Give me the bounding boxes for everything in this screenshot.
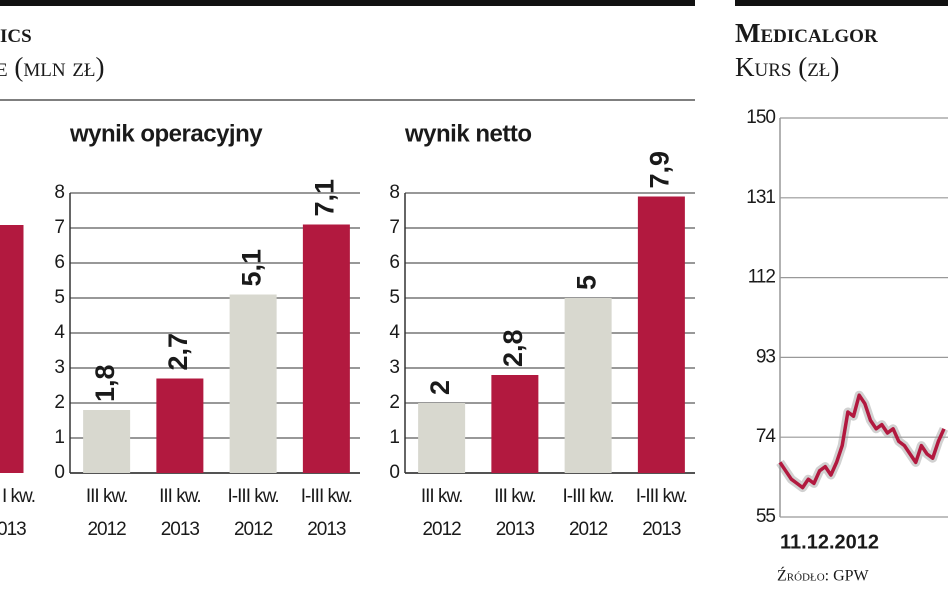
value-label: 7,1: [310, 179, 340, 217]
y-tick-label: 74: [756, 426, 777, 447]
y-tick-label: 1: [54, 427, 64, 448]
bar: [156, 378, 204, 473]
x-tick-label: 2013: [161, 519, 200, 540]
value-label: 1,8: [90, 364, 120, 402]
y-tick-label: 8: [54, 182, 64, 203]
chart-title: ics: [0, 18, 32, 48]
x-tick-label: I-III kw.: [563, 486, 614, 507]
x-tick-label: III kw.: [421, 486, 463, 507]
value-label: 5,1: [236, 249, 266, 287]
bar: [637, 196, 685, 473]
line-shadow: [776, 390, 948, 493]
x-tick-label: III kw.: [159, 486, 201, 507]
x-tick-label: I-III kw.: [228, 486, 279, 507]
y-tick-label: 4: [54, 322, 65, 343]
top-rule: [0, 0, 695, 6]
value-label: 5: [571, 275, 601, 290]
x-tick-label: 2012: [234, 519, 273, 540]
chart-subtitle: Kurs (zł): [735, 52, 839, 82]
chart-title: Medicalgor: [735, 18, 878, 48]
y-tick-label: 112: [748, 267, 776, 288]
y-tick-label: 2: [54, 392, 64, 413]
x-tick-label: I kw.: [2, 486, 35, 507]
chart-subtitle: e (mln zł): [0, 52, 105, 82]
x-tick-label: 2012: [87, 519, 126, 540]
y-tick-label: 93: [756, 346, 776, 367]
x-tick-label: 2013: [307, 519, 346, 540]
value-label: 2: [425, 380, 455, 395]
chart-title: wynik netto: [404, 120, 532, 147]
bar: [0, 225, 24, 473]
y-tick-label: 7: [54, 217, 64, 238]
y-tick-label: 55: [756, 506, 776, 527]
source-note: Źródło: GPW: [777, 566, 870, 585]
bar: [229, 294, 277, 473]
y-tick-label: 4: [389, 322, 400, 343]
y-tick-label: 1: [389, 427, 399, 448]
value-label: 2,8: [498, 329, 528, 367]
y-tick-label: 131: [746, 187, 775, 208]
y-tick-label: 150: [746, 107, 775, 128]
chart-title: wynik operacyjny: [69, 120, 263, 147]
x-tick-label: 11.12.2012: [780, 531, 879, 553]
y-tick-label: 6: [54, 252, 64, 273]
x-tick-label: 013: [0, 519, 26, 540]
x-tick-label: 2012: [422, 519, 461, 540]
y-tick-label: 0: [54, 462, 64, 483]
y-tick-label: 8: [389, 182, 399, 203]
bar: [302, 224, 350, 473]
x-tick-label: III kw.: [494, 486, 536, 507]
x-tick-label: III kw.: [86, 486, 128, 507]
line: [778, 393, 946, 490]
bar: [83, 410, 131, 473]
x-tick-label: I-III kw.: [301, 486, 352, 507]
y-tick-label: 5: [389, 287, 399, 308]
x-tick-label: 2012: [569, 519, 608, 540]
bar: [564, 298, 612, 473]
y-tick-label: 0: [389, 462, 399, 483]
y-tick-label: 3: [54, 357, 64, 378]
y-tick-label: 7: [389, 217, 399, 238]
x-tick-label: I-III kw.: [636, 486, 687, 507]
top-rule: [735, 0, 948, 6]
y-tick-label: 2: [389, 392, 399, 413]
x-tick-label: 2013: [642, 519, 681, 540]
x-tick-label: 2013: [496, 519, 535, 540]
y-tick-label: 6: [389, 252, 399, 273]
y-tick-label: 3: [389, 357, 399, 378]
y-tick-label: 5: [54, 287, 64, 308]
bar: [491, 375, 539, 473]
value-label: 7,9: [645, 151, 675, 189]
bar: [418, 403, 466, 473]
value-label: 2,7: [163, 333, 193, 371]
